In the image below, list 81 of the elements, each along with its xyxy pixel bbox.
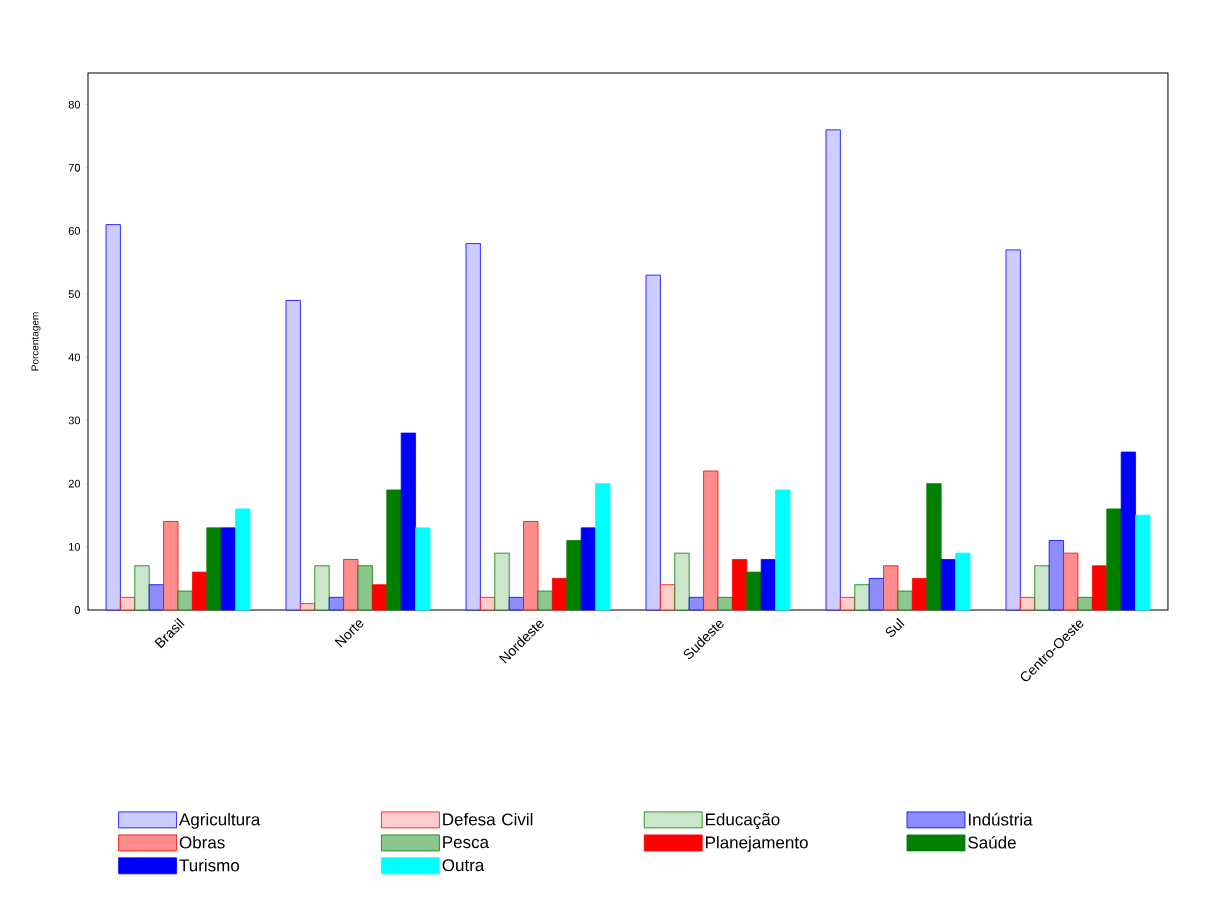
bar (415, 527, 431, 611)
legend-label: Turismo (179, 858, 240, 872)
y-tick-label: 10 (69, 542, 81, 551)
bar (825, 129, 841, 611)
bar (134, 565, 150, 611)
bar (400, 432, 416, 611)
bar (1077, 596, 1093, 611)
bar (371, 584, 388, 611)
bar (926, 483, 942, 611)
bar (343, 559, 359, 611)
bar (220, 527, 236, 611)
bar (688, 596, 704, 611)
bar (580, 527, 596, 611)
bar (314, 565, 330, 611)
bar (1135, 514, 1151, 611)
y-tick-label: 0 (74, 606, 81, 614)
bar (479, 596, 496, 611)
legend-label: Obras (179, 836, 225, 849)
bar (1063, 552, 1079, 611)
bar (868, 578, 884, 611)
bar (897, 590, 913, 611)
y-tick-label: 30 (68, 416, 81, 425)
bar (386, 489, 402, 611)
bar (235, 508, 251, 611)
bar (674, 552, 690, 611)
legend-label: Planejamento (705, 836, 808, 852)
y-tick-label: 40 (68, 353, 81, 362)
bar (1048, 540, 1064, 611)
bar (163, 521, 179, 611)
bar (955, 552, 971, 611)
bar (1120, 451, 1136, 611)
bar (523, 521, 539, 611)
bar (1106, 508, 1122, 611)
bar (105, 224, 121, 611)
bar (746, 571, 762, 611)
bar (1034, 565, 1050, 611)
bar (465, 243, 481, 611)
bar (1091, 565, 1108, 611)
bar (566, 540, 582, 611)
bar (645, 274, 661, 611)
bar (357, 565, 373, 611)
bar (1005, 249, 1021, 611)
bar (328, 596, 344, 611)
bar (300, 603, 316, 611)
legend-label: Defesa Civil (443, 812, 533, 826)
bar (659, 584, 676, 611)
legend-label: Outra (442, 859, 485, 872)
y-axis-title: Porcentagem (31, 312, 41, 371)
legend-label: Agricultura (179, 812, 261, 829)
bar (703, 470, 719, 611)
bar (911, 578, 928, 611)
bar (537, 590, 553, 611)
bar (120, 596, 136, 611)
bar (551, 578, 568, 611)
y-tick-label: 20 (68, 479, 81, 488)
bar (731, 559, 748, 611)
bar (940, 559, 956, 611)
bar (883, 565, 899, 611)
legend-label: Educação (705, 812, 780, 829)
bar (595, 483, 611, 611)
bar (760, 559, 776, 611)
bar (508, 596, 524, 611)
bar (1019, 596, 1036, 611)
bar (206, 527, 222, 611)
legend-label: Indústria (968, 812, 1033, 826)
y-tick-label: 60 (68, 227, 81, 235)
bar (177, 590, 193, 611)
x-tick-label: Sul (885, 617, 905, 637)
bar (148, 584, 164, 611)
bar (285, 300, 301, 611)
legend-label: Saúde (968, 835, 1016, 849)
bar (775, 489, 791, 611)
bar (839, 596, 856, 611)
bar (854, 584, 870, 611)
y-tick-label: 70 (68, 163, 81, 172)
y-tick-label: 50 (68, 290, 81, 298)
bar (717, 596, 733, 611)
y-tick-label: 80 (68, 100, 81, 109)
legend-label: Pesca (443, 836, 490, 849)
bar (494, 552, 510, 611)
bar (192, 571, 208, 611)
